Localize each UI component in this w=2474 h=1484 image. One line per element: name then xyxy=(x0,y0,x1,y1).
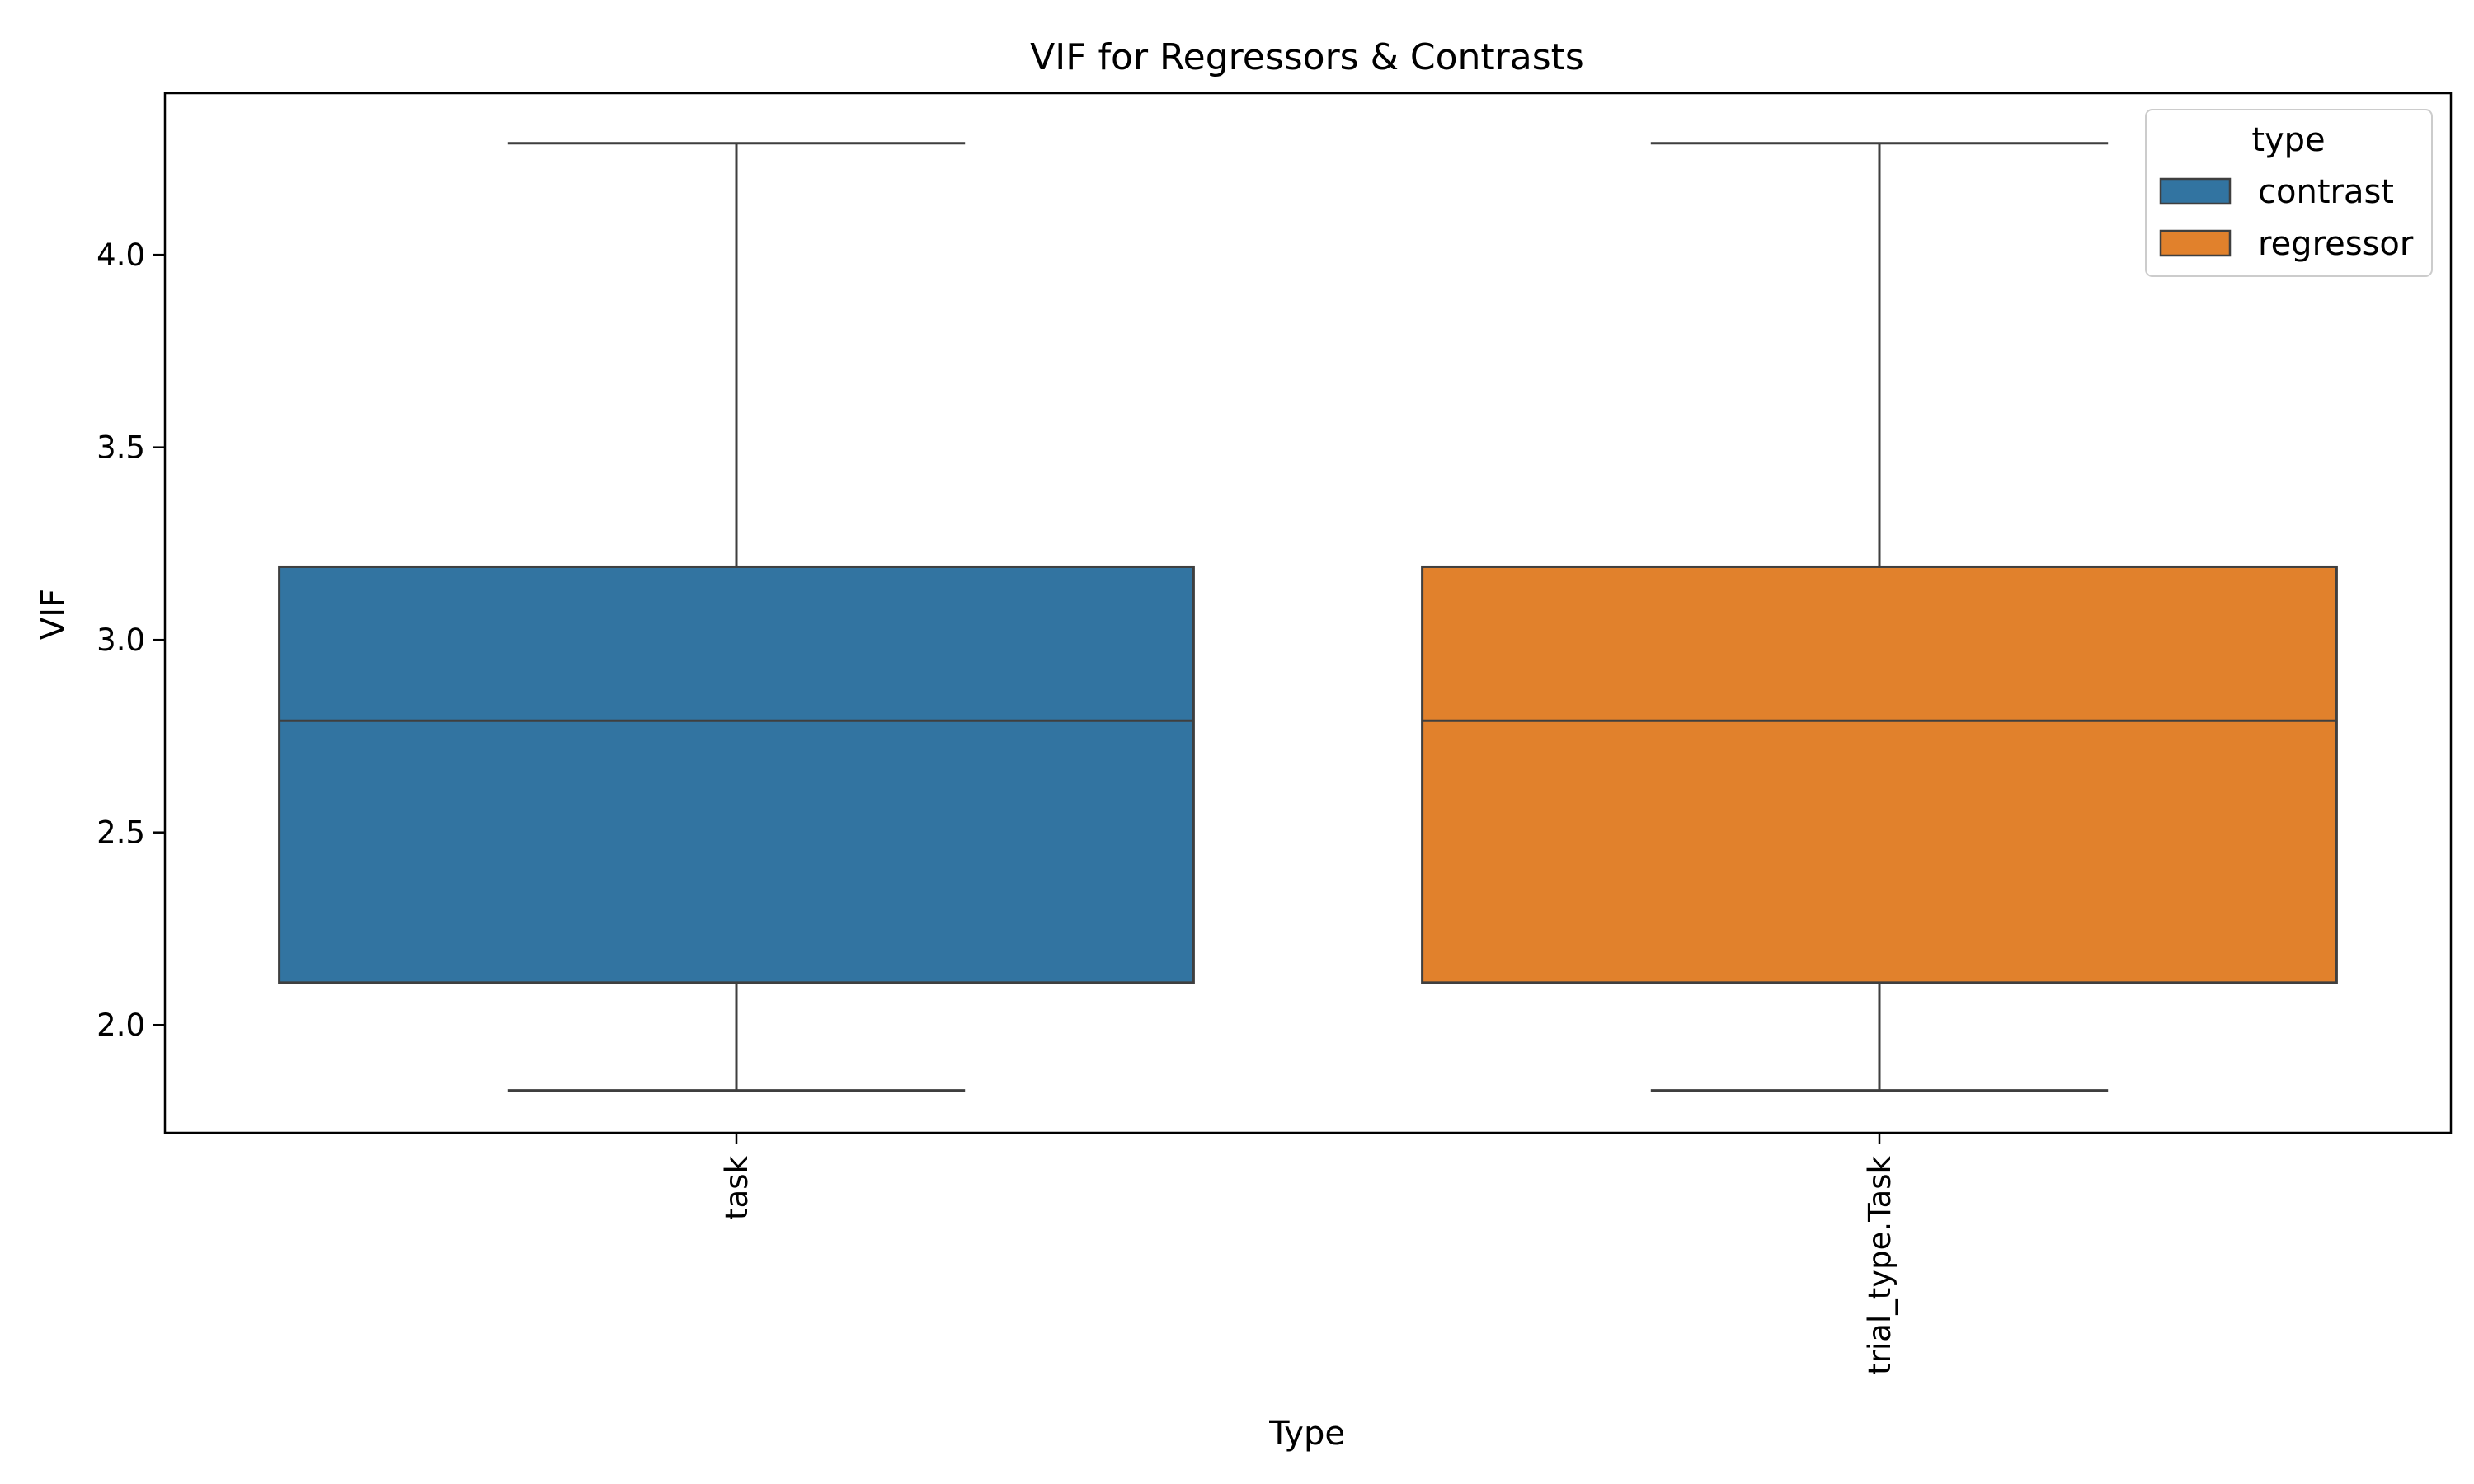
legend-swatch xyxy=(2159,229,2232,257)
y-tick-label: 3.0 xyxy=(96,622,145,658)
chart-title: VIF for Regressors & Contrasts xyxy=(1030,36,1584,78)
legend-swatch xyxy=(2159,177,2232,205)
y-tick-label: 2.0 xyxy=(96,1007,145,1043)
y-axis-label: VIF xyxy=(35,589,73,640)
legend-entries: contrast regressor xyxy=(2159,173,2414,263)
y-tick-label: 2.5 xyxy=(96,815,145,851)
x-tick-label: task xyxy=(719,1155,755,1219)
box-body xyxy=(1421,565,2338,984)
plot-frame xyxy=(163,92,2453,1134)
y-tick-label: 3.5 xyxy=(96,430,145,466)
x-tick-label: trial_type.Task xyxy=(1862,1155,1898,1374)
legend-title: type xyxy=(2251,121,2325,159)
legend-entry-regressor[interactable]: regressor xyxy=(2159,225,2414,263)
box-regressor xyxy=(1421,142,2338,1092)
legend[interactable]: type contrast regressor xyxy=(2145,109,2433,277)
legend-label: regressor xyxy=(2258,225,2414,263)
y-tick-label: 4.0 xyxy=(96,237,145,273)
box-body xyxy=(278,565,1195,984)
x-axis: task trial_type.Task xyxy=(719,1133,1898,1375)
x-axis-label: Type xyxy=(1268,1415,1345,1453)
legend-entry-contrast[interactable]: contrast xyxy=(2159,173,2394,211)
boxes-layer xyxy=(278,142,2338,1092)
y-axis: 2.0 2.5 3.0 3.5 4.0 xyxy=(96,237,165,1043)
box-contrast xyxy=(278,142,1195,1092)
legend-label: contrast xyxy=(2258,173,2394,211)
